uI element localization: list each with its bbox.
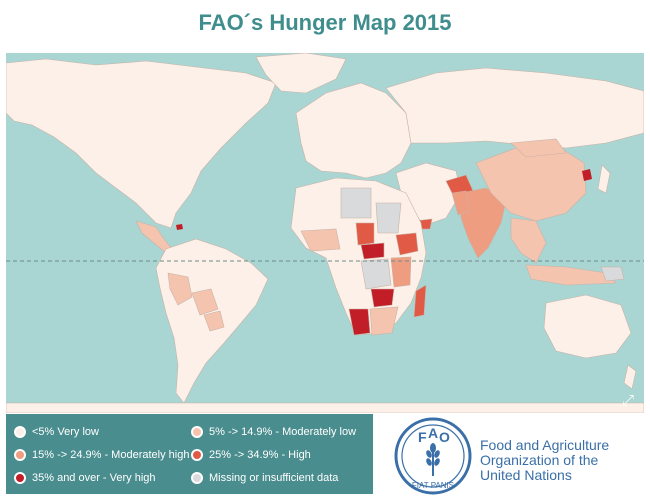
region-new-zealand xyxy=(623,364,637,390)
region-north-korea xyxy=(582,169,592,181)
legend-swatch-missing xyxy=(191,472,203,484)
legend-swatch-moderately-high xyxy=(14,449,26,461)
fao-logo-letter-o: O xyxy=(439,429,450,445)
legend-label-very-high: 35% and over - Very high xyxy=(32,472,156,484)
region-indonesia xyxy=(525,264,617,286)
region-peru xyxy=(167,272,193,306)
region-haiti xyxy=(176,224,183,230)
region-drc-missing xyxy=(360,258,392,290)
legend-item-very-high: 35% and over - Very high xyxy=(14,472,156,484)
map-title: FAO´s Hunger Map 2015 xyxy=(198,10,452,35)
legend-panel: <5% Very low 5% -> 14.9% - Moderately lo… xyxy=(6,414,373,494)
legend-swatch-high xyxy=(191,449,203,461)
fao-branding: F A O FIAT PANIS Food and Agriculture Or… xyxy=(390,416,648,496)
legend-item-missing: Missing or insufficient data xyxy=(191,472,338,484)
wheat-icon xyxy=(426,443,440,476)
legend-label-moderately-high: 15% -> 24.9% - Moderately high xyxy=(32,449,190,461)
region-papua xyxy=(600,266,625,282)
region-russia xyxy=(385,67,644,149)
region-antarctica xyxy=(6,402,644,413)
region-chad xyxy=(355,222,375,246)
region-car xyxy=(360,242,385,260)
region-mongolia xyxy=(510,138,567,158)
region-east-africa xyxy=(390,256,412,288)
region-greenland xyxy=(255,53,347,94)
region-north-america xyxy=(6,58,277,229)
fao-name-line-3: United Nations xyxy=(480,467,572,483)
region-pakistan xyxy=(451,190,471,216)
fao-name-line-1: Food and Agriculture xyxy=(480,437,610,453)
region-madagascar xyxy=(413,284,427,318)
legend-item-very-low: <5% Very low xyxy=(14,426,99,438)
fao-logo: F A O FIAT PANIS xyxy=(394,417,472,495)
region-japan xyxy=(597,164,611,194)
legend-item-high: 25% -> 34.9% - High xyxy=(191,449,311,461)
region-sahara-missing xyxy=(340,187,372,219)
region-west-africa xyxy=(300,228,341,252)
fao-logo-letter-a: A xyxy=(428,425,438,441)
world-map[interactable]: ⤢ xyxy=(6,53,644,413)
expand-arrows-icon[interactable]: ⤢ xyxy=(621,392,634,409)
region-europe xyxy=(295,82,412,179)
legend-label-very-low: <5% Very low xyxy=(32,426,99,438)
fao-name-line-2: Organization of the xyxy=(480,452,599,468)
region-paraguay xyxy=(203,310,225,332)
legend-label-missing: Missing or insufficient data xyxy=(209,472,339,484)
region-australia xyxy=(543,294,632,359)
region-ethiopia xyxy=(395,232,419,256)
region-southeast-asia xyxy=(510,217,547,264)
region-southern-africa xyxy=(369,306,399,336)
region-bolivia xyxy=(191,288,219,316)
legend-label-high: 25% -> 34.9% - High xyxy=(209,449,311,461)
legend-item-moderately-high: 15% -> 24.9% - Moderately high xyxy=(14,449,189,461)
fao-logo-motto: FIAT PANIS xyxy=(412,481,454,490)
world-map-canvas xyxy=(6,53,644,413)
region-sudan-missing xyxy=(375,202,402,234)
legend-swatch-very-low xyxy=(14,426,26,438)
fao-logo-letter-f: F xyxy=(418,429,427,445)
legend-swatch-moderately-low xyxy=(191,426,203,438)
region-namibia xyxy=(348,308,371,336)
legend-swatch-very-high xyxy=(14,472,26,484)
region-zambia xyxy=(370,288,395,308)
legend-item-moderately-low: 5% -> 14.9% - Moderately low xyxy=(191,426,356,438)
fao-organization-name: Food and Agriculture Organization of the… xyxy=(480,438,609,483)
legend-label-moderately-low: 5% -> 14.9% - Moderately low xyxy=(209,426,357,438)
